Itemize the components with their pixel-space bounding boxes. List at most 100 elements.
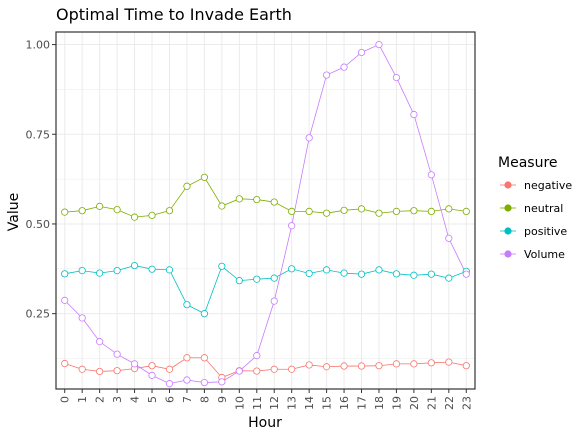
point-volume — [183, 376, 191, 384]
point-positive — [96, 269, 104, 277]
point-volume — [61, 296, 69, 304]
point-volume — [235, 367, 243, 375]
point-neutral — [305, 207, 313, 215]
point-negative — [288, 365, 296, 373]
point-positive — [427, 270, 435, 278]
x-tick-label: 16 — [338, 396, 351, 410]
point-positive — [340, 269, 348, 277]
x-tick-label: 3 — [111, 396, 124, 403]
x-tick-label: 0 — [59, 396, 72, 403]
point-volume — [462, 270, 470, 278]
x-tick-label: 8 — [198, 396, 211, 403]
point-negative — [427, 359, 435, 367]
plot-panel — [55, 31, 476, 390]
point-positive — [61, 270, 69, 278]
point-positive — [113, 266, 121, 275]
x-tick-label: 5 — [146, 396, 159, 403]
x-tick-label: 12 — [268, 396, 281, 410]
point-volume — [305, 134, 313, 142]
point-volume — [253, 352, 261, 360]
x-tick-label: 1 — [76, 396, 89, 403]
point-positive — [78, 266, 86, 275]
point-volume — [218, 378, 226, 386]
point-negative — [61, 359, 69, 368]
point-volume — [130, 360, 139, 368]
point-negative — [445, 358, 453, 366]
point-volume — [288, 222, 296, 230]
legend-item-neutral: neutral — [500, 202, 563, 215]
x-tick-label: 19 — [390, 396, 403, 410]
legend-key-point — [504, 250, 512, 258]
x-tick-label: 9 — [216, 396, 229, 403]
point-neutral — [183, 182, 191, 190]
point-neutral — [200, 173, 208, 181]
point-volume — [113, 350, 121, 358]
legend-items: negative neutral positive Volume — [500, 179, 572, 261]
point-negative — [305, 361, 313, 369]
point-volume — [410, 110, 418, 119]
point-negative — [410, 360, 418, 368]
point-positive — [148, 265, 156, 273]
point-negative — [200, 354, 208, 362]
x-tick-label: 11 — [251, 396, 264, 410]
point-positive — [253, 275, 261, 283]
y-tick-label: 0.75 — [26, 128, 51, 141]
point-neutral — [410, 207, 418, 215]
point-positive — [165, 266, 174, 274]
y-tick-label: 1.00 — [26, 39, 51, 52]
point-volume — [165, 380, 174, 388]
point-neutral — [288, 207, 296, 215]
point-neutral — [357, 205, 366, 213]
legend-title: Measure — [498, 155, 558, 171]
legend-label: neutral — [524, 202, 563, 215]
point-volume — [200, 378, 208, 387]
point-neutral — [165, 207, 174, 215]
x-tick-label: 7 — [181, 396, 194, 403]
point-neutral — [130, 213, 139, 221]
point-negative — [148, 362, 156, 370]
point-negative — [323, 363, 331, 371]
point-positive — [392, 270, 401, 278]
point-volume — [357, 48, 366, 57]
point-volume — [323, 71, 331, 79]
point-positive — [323, 266, 331, 274]
x-tick-label: 6 — [163, 396, 176, 403]
point-volume — [340, 63, 348, 71]
legend-key-point — [504, 181, 512, 189]
point-negative — [96, 367, 104, 376]
x-tick-label: 18 — [373, 396, 386, 410]
point-neutral — [148, 211, 156, 219]
x-tick-label: 13 — [286, 396, 299, 410]
x-tick-label: 4 — [129, 396, 142, 403]
point-positive — [183, 301, 191, 309]
point-volume — [445, 234, 453, 242]
y-tick-label: 0.25 — [26, 308, 51, 321]
point-volume — [96, 338, 104, 346]
x-tick-label: 22 — [443, 396, 456, 410]
point-positive — [200, 310, 208, 318]
point-neutral — [61, 208, 69, 216]
point-positive — [130, 261, 139, 270]
point-negative — [78, 365, 86, 373]
x-tick-label: 10 — [233, 396, 246, 410]
legend-item-negative: negative — [500, 179, 572, 192]
chart-title: Optimal Time to Invade Earth — [56, 5, 292, 24]
point-positive — [235, 277, 243, 285]
legend-label: negative — [524, 179, 572, 192]
point-neutral — [427, 207, 435, 215]
legend-item-positive: positive — [500, 225, 567, 238]
point-neutral — [375, 209, 383, 217]
legend-key-point — [504, 227, 512, 235]
series-points — [61, 40, 470, 388]
point-neutral — [78, 207, 86, 215]
point-neutral — [218, 202, 226, 210]
point-negative — [253, 367, 261, 375]
point-positive — [305, 269, 313, 278]
point-neutral — [96, 202, 104, 210]
x-tick-label: 20 — [408, 396, 421, 410]
point-positive — [445, 274, 453, 282]
point-neutral — [235, 195, 243, 203]
legend-item-volume: Volume — [500, 248, 565, 261]
point-negative — [183, 354, 191, 362]
